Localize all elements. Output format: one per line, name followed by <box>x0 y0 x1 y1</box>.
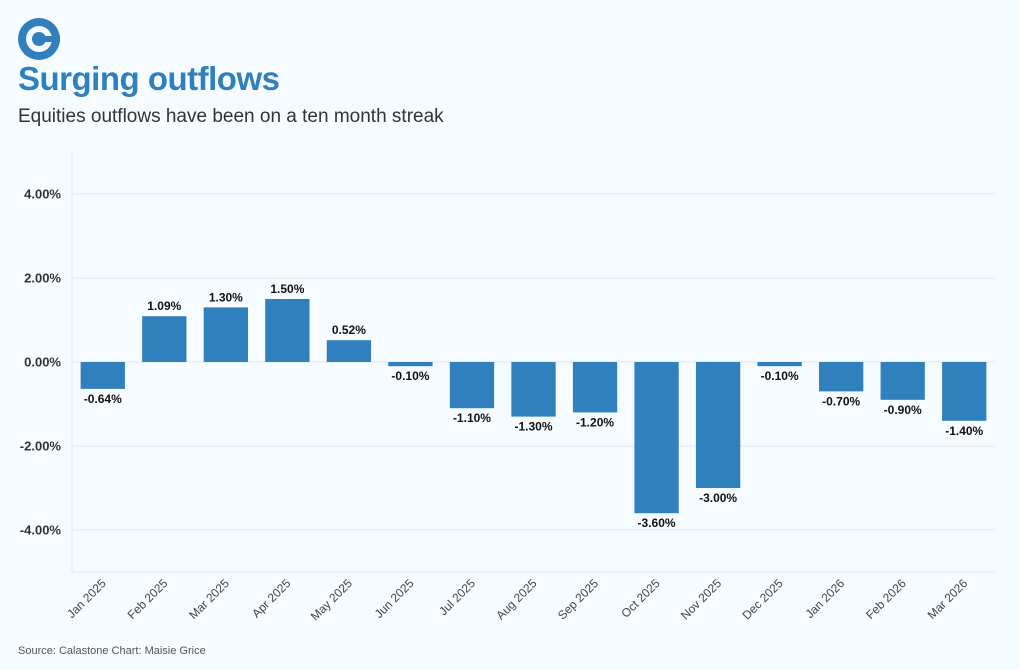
x-tick-label: Oct 2025 <box>618 576 663 621</box>
data-label: 1.50% <box>270 282 304 296</box>
data-label: 0.52% <box>332 323 366 337</box>
bar <box>880 362 925 400</box>
bar <box>511 362 556 417</box>
data-label: -0.10% <box>761 369 799 383</box>
bars <box>80 299 987 514</box>
bar <box>819 362 864 392</box>
x-tick-label: Aug 2025 <box>493 576 539 622</box>
y-tick-label: 2.00% <box>24 271 61 286</box>
y-tick-label: 0.00% <box>24 355 61 370</box>
x-tick-label: Jul 2025 <box>436 576 478 618</box>
y-axis: 4.00% 2.00% 0.00% -2.00% -4.00% <box>20 152 73 572</box>
bar <box>142 316 187 362</box>
bar <box>449 362 495 409</box>
bar-chart: -0.64% 1.09% 1.30% 1.50% 0.52% -0.10% -1.10% -1… <box>20 152 995 623</box>
bar <box>388 362 433 367</box>
y-tick-label: 4.00% <box>24 187 61 202</box>
bar <box>634 362 679 514</box>
x-tick-label: Apr 2025 <box>249 576 294 621</box>
chart-subtitle: Equities outflows have been on a ten mon… <box>18 106 444 127</box>
x-tick-label: Mar 2025 <box>186 576 232 622</box>
y-tick-label: -2.00% <box>20 439 62 454</box>
x-tick-label: Dec 2025 <box>740 576 786 622</box>
bar <box>80 362 125 389</box>
bar <box>203 307 248 362</box>
data-label: -3.60% <box>638 516 676 530</box>
x-axis: Jan 2025 Feb 2025 Mar 2025 Apr 2025 May 2025… <box>64 571 995 623</box>
x-tick-label: Nov 2025 <box>678 576 724 622</box>
x-tick-label: Feb 2026 <box>863 576 909 622</box>
bar <box>695 362 741 488</box>
bar <box>572 362 618 413</box>
data-label: 1.30% <box>209 290 243 304</box>
data-label: -0.70% <box>822 394 860 408</box>
bar <box>326 340 372 362</box>
data-label: -1.10% <box>453 411 491 425</box>
chart-title: Surging outflows <box>18 60 280 97</box>
data-label: -3.00% <box>699 491 737 505</box>
grid-lines <box>72 193 995 531</box>
data-label: -0.90% <box>884 403 922 417</box>
data-label: -0.10% <box>391 369 429 383</box>
bar <box>757 362 802 367</box>
data-label: -0.64% <box>84 392 122 406</box>
x-tick-label: May 2025 <box>308 576 355 623</box>
x-tick-label: Feb 2025 <box>125 576 171 622</box>
x-tick-label: Jan 2026 <box>802 576 847 621</box>
data-label: -1.30% <box>514 420 552 434</box>
data-label: -1.20% <box>576 415 614 429</box>
source-credit: Source: Calastone Chart: Maisie Grice <box>18 645 206 657</box>
y-tick-label: -4.00% <box>20 523 62 538</box>
data-label: 1.09% <box>147 299 181 313</box>
calastone-logo-icon <box>18 18 60 60</box>
x-tick-label: Sep 2025 <box>555 576 601 622</box>
x-tick-label: Jun 2025 <box>372 576 417 621</box>
x-tick-label: Mar 2026 <box>925 576 971 622</box>
data-labels: -0.64% 1.09% 1.30% 1.50% 0.52% -0.10% -1.10% -1… <box>84 282 984 530</box>
bar <box>265 299 310 362</box>
data-label: -1.40% <box>945 424 983 438</box>
bar <box>942 362 987 421</box>
x-tick-label: Jan 2025 <box>64 576 109 621</box>
